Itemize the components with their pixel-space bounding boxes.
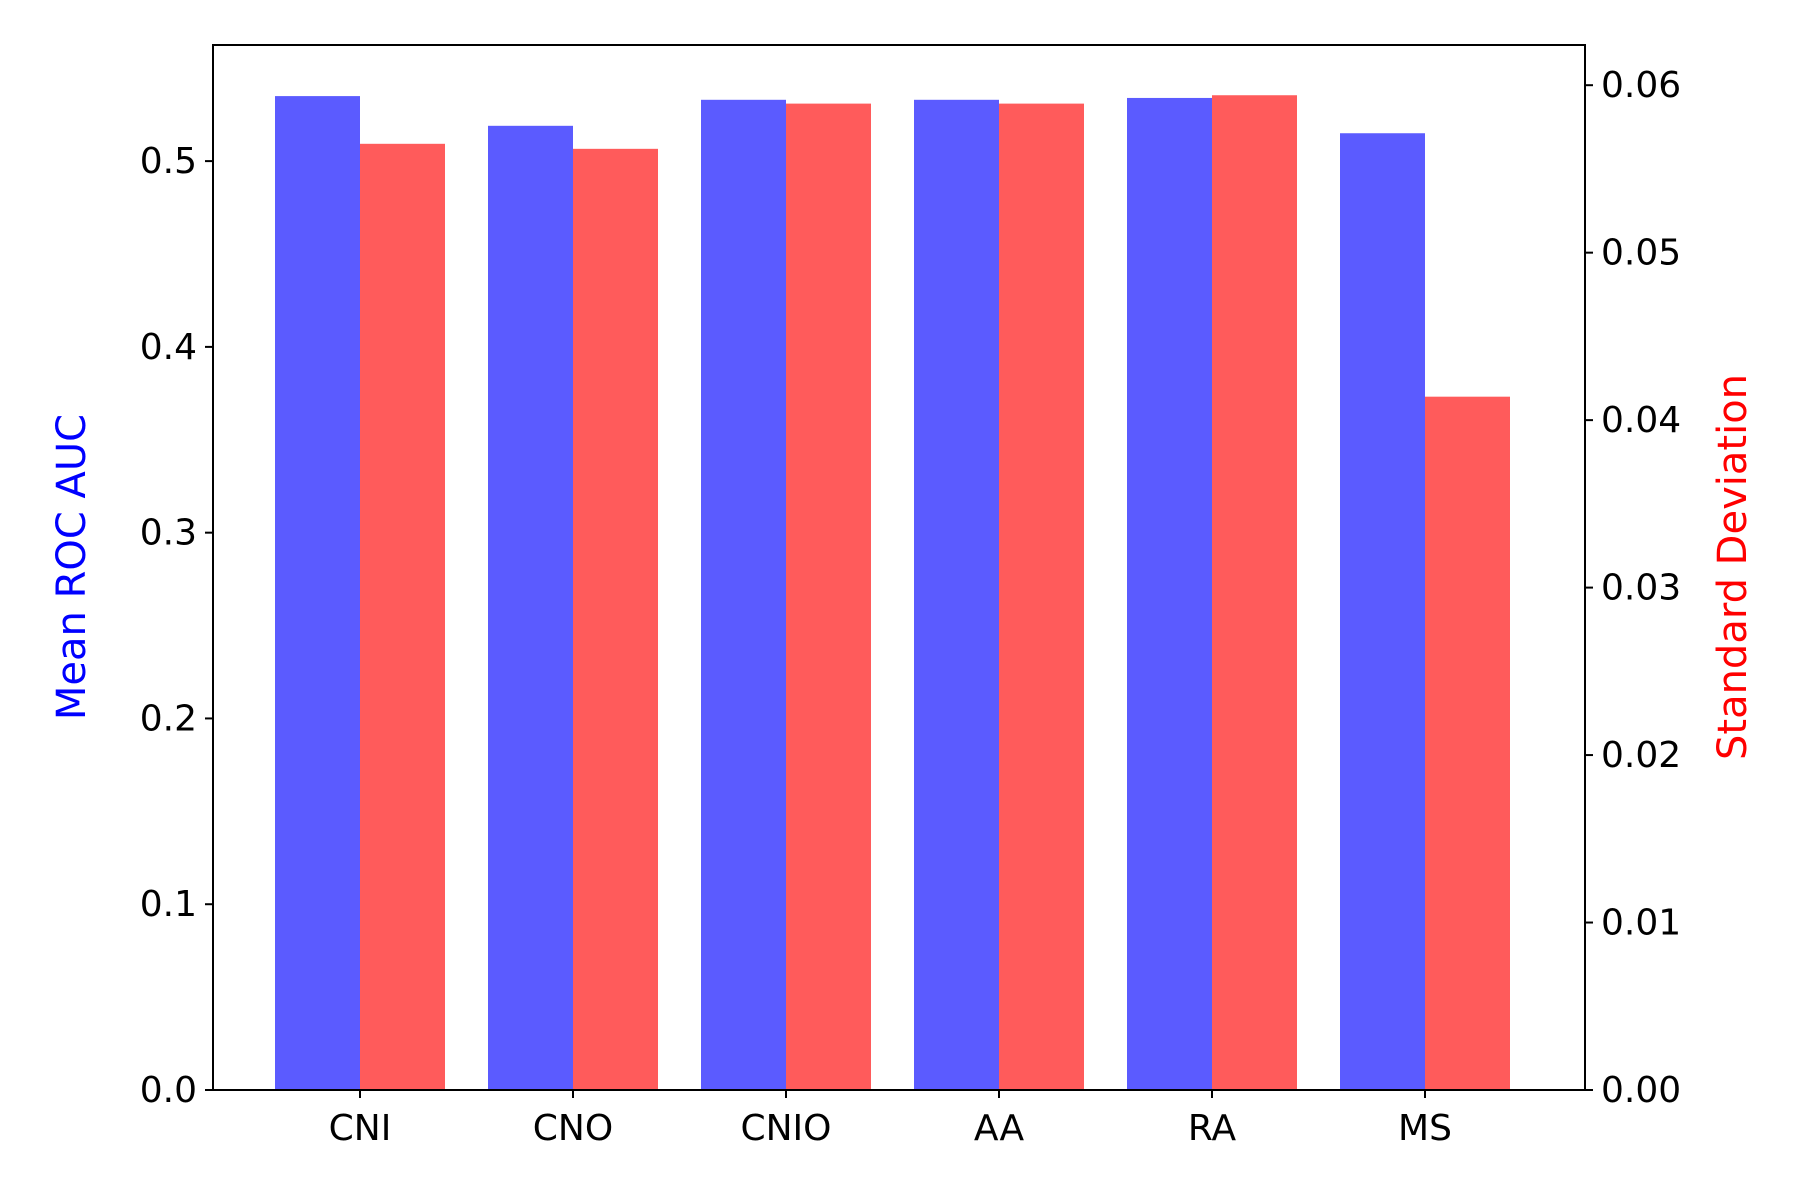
y-axis-left: 0.0 0.1 0.2 0.3 0.4 0.5: [140, 141, 213, 1111]
bar-standard-deviation-aa: [999, 103, 1084, 1091]
y-right-tick-label: 0.00: [1601, 1070, 1681, 1111]
y-right-tick-label: 0.05: [1601, 233, 1681, 274]
y-left-tick-label: 0.1: [140, 884, 197, 925]
x-tick-label: CNI: [329, 1108, 392, 1149]
bar-mean-roc-auc-ra: [1127, 97, 1212, 1091]
bars-layer: [275, 95, 1510, 1091]
y-axis-right: 0.00 0.01 0.02 0.03 0.04 0.05 0.06: [1585, 65, 1681, 1111]
plot-frame: [212, 44, 1586, 1091]
y-left-tick-label: 0.0: [140, 1070, 197, 1111]
y-left-tick-label: 0.4: [140, 327, 197, 368]
x-tick-label: RA: [1188, 1108, 1237, 1149]
y-right-tick-label: 0.04: [1601, 400, 1681, 441]
bar-mean-roc-auc-ms: [1340, 133, 1425, 1090]
bar-standard-deviation-ra: [1212, 95, 1297, 1091]
bar-mean-roc-auc-aa: [914, 99, 999, 1090]
bar-standard-deviation-ms: [1425, 396, 1510, 1090]
x-axis: CNI CNO CNIO AA RA MS: [329, 1090, 1452, 1149]
bar-standard-deviation-cno: [573, 148, 658, 1090]
bar-standard-deviation-cni: [360, 143, 445, 1090]
y-right-tick-label: 0.03: [1601, 568, 1681, 609]
bar-mean-roc-auc-cni: [275, 96, 360, 1091]
y-left-tick-label: 0.2: [140, 698, 197, 739]
y-axis-left-title: Mean ROC AUC: [49, 414, 95, 720]
bar-standard-deviation-cnio: [786, 103, 871, 1091]
x-tick-label: CNO: [533, 1108, 613, 1149]
y-left-tick-label: 0.3: [140, 513, 197, 554]
y-left-tick-label: 0.5: [140, 141, 197, 182]
bar-mean-roc-auc-cnio: [701, 99, 786, 1090]
x-tick-label: MS: [1398, 1108, 1452, 1149]
bar-mean-roc-auc-cno: [488, 125, 573, 1090]
x-tick-label: CNIO: [740, 1108, 831, 1149]
y-right-tick-label: 0.01: [1601, 903, 1681, 944]
y-axis-right-title: Standard Deviation: [1710, 374, 1756, 760]
y-right-tick-label: 0.06: [1601, 65, 1681, 106]
y-right-tick-label: 0.02: [1601, 735, 1681, 776]
x-tick-label: AA: [974, 1108, 1025, 1149]
